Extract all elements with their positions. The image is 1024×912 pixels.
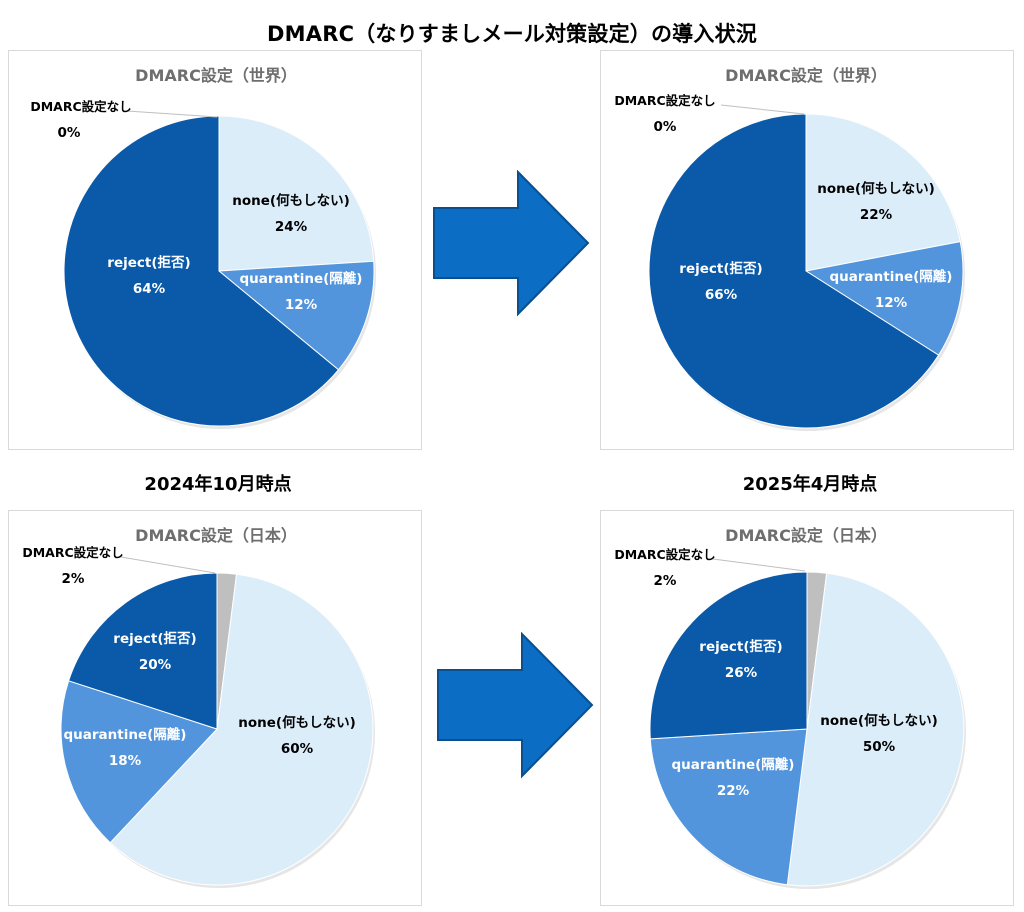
slice-value-unset: 0% xyxy=(654,119,677,135)
chart-panel-world-2024: DMARC設定（世界） DMARC設定なし 0% none(何もしない) 24% qua… xyxy=(8,50,422,450)
pie-slice-reject xyxy=(648,113,940,429)
slice-label-quarantine: quarantine(隔離) xyxy=(672,756,795,773)
slice-label-quarantine: quarantine(隔離) xyxy=(830,268,953,285)
slice-value-none: 50% xyxy=(863,739,896,755)
pie-slice-reject xyxy=(68,572,218,730)
pie-slice-quarantine xyxy=(649,728,808,886)
slice-label-none: none(何もしない) xyxy=(817,180,935,197)
slice-label-none: none(何もしない) xyxy=(238,714,356,731)
arrow-right-icon xyxy=(433,170,590,317)
slice-label-none: none(何もしない) xyxy=(232,192,350,209)
slice-label-unset: DMARC設定なし xyxy=(614,93,715,108)
slice-label-reject: reject(拒否) xyxy=(113,630,196,647)
slice-label-reject: reject(拒否) xyxy=(699,638,782,655)
slice-value-none: 24% xyxy=(275,219,308,235)
arrow-right-icon xyxy=(437,632,594,779)
arrow-shape xyxy=(437,632,594,779)
slice-value-unset: 0% xyxy=(58,125,81,141)
pie-chart-japan-2024: DMARC設定（日本） DMARC設定なし 2% none(何もしない) 60% qua… xyxy=(22,526,375,888)
chart-panel-japan-2025: DMARC設定（日本） DMARC設定なし 2% none(何もしない) 50% qua… xyxy=(600,510,1014,906)
slice-value-reject: 20% xyxy=(139,657,172,673)
pie-slice-none xyxy=(805,113,961,272)
pie-chart-world-2024: DMARC設定（世界） DMARC設定なし 0% none(何もしない) 24% qua… xyxy=(30,66,376,429)
chart-panel-japan-2024: DMARC設定（日本） DMARC設定なし 2% none(何もしない) 60% qua… xyxy=(8,510,422,906)
leader-line xyxy=(712,558,806,572)
main-title: DMARC（なりすましメール対策設定）の導入状況 xyxy=(267,22,757,46)
period-label-before: 2024年10月時点 xyxy=(144,474,292,495)
slice-value-quarantine: 12% xyxy=(285,297,318,313)
slice-value-reject: 64% xyxy=(133,281,166,297)
pie-slice-none xyxy=(786,572,965,887)
chart-title: DMARC設定（世界） xyxy=(135,66,297,85)
leader-line xyxy=(720,104,805,115)
slice-value-reject: 66% xyxy=(705,287,738,303)
slice-label-quarantine: quarantine(隔離) xyxy=(64,726,187,743)
pie-slice-reject xyxy=(63,115,340,427)
slice-value-reject: 26% xyxy=(725,665,758,681)
pie-slice-none xyxy=(218,115,375,272)
slice-value-none: 22% xyxy=(860,207,893,223)
chart-title: DMARC設定（日本） xyxy=(135,526,297,545)
chart-panel-world-2025: DMARC設定（世界） DMARC設定なし 0% none(何もしない) 22% qua… xyxy=(600,50,1014,450)
leader-line xyxy=(120,556,216,574)
chart-title: DMARC設定（世界） xyxy=(725,66,887,85)
slice-label-unset: DMARC設定なし xyxy=(22,545,123,560)
slice-label-reject: reject(拒否) xyxy=(679,260,762,277)
pie-slice-reject xyxy=(649,571,808,740)
slice-value-unset: 2% xyxy=(62,571,85,587)
slice-value-quarantine: 12% xyxy=(875,295,908,311)
slice-label-unset: DMARC設定なし xyxy=(30,99,131,114)
leader-line xyxy=(126,110,218,118)
pie-slice-quarantine xyxy=(217,260,375,371)
slice-value-quarantine: 18% xyxy=(109,753,142,769)
pie-slice-quarantine xyxy=(60,680,218,844)
slice-value-unset: 2% xyxy=(654,573,677,589)
pie-slice-quarantine xyxy=(804,240,964,356)
slice-value-quarantine: 22% xyxy=(717,783,750,799)
period-label-after: 2025年4月時点 xyxy=(742,474,878,495)
arrow-shape xyxy=(433,170,590,317)
slice-label-none: none(何もしない) xyxy=(820,712,938,729)
slice-label-reject: reject(拒否) xyxy=(107,254,190,271)
slice-label-unset: DMARC設定なし xyxy=(614,547,715,562)
pie-slice-none xyxy=(109,573,374,886)
chart-title: DMARC設定（日本） xyxy=(725,526,887,545)
slice-label-quarantine: quarantine(隔離) xyxy=(240,270,363,287)
slice-value-none: 60% xyxy=(281,741,314,757)
pie-chart-japan-2025: DMARC設定（日本） DMARC設定なし 2% none(何もしない) 50% qua… xyxy=(614,526,966,889)
pie-chart-world-2025: DMARC設定（世界） DMARC設定なし 0% none(何もしない) 22% qua… xyxy=(614,66,965,431)
